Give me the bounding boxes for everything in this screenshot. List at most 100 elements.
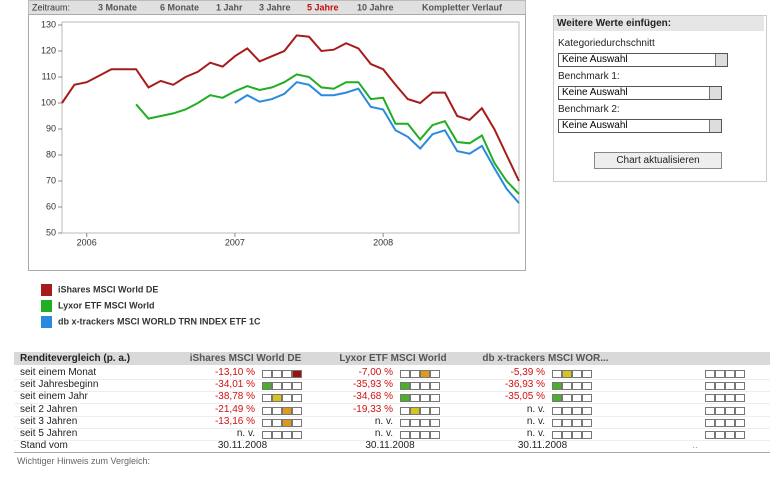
x-tick-label: 2006 — [77, 237, 97, 247]
rating-box — [420, 394, 430, 403]
y-tick-label: 70 — [46, 175, 56, 185]
rating-box — [420, 406, 430, 415]
rating-box — [430, 370, 440, 378]
rating-box — [562, 431, 572, 439]
rating-box — [410, 370, 420, 378]
cell-value: -13,10 % — [214, 367, 255, 378]
cell-value: n. v. — [374, 428, 393, 439]
field-label: Benchmark 1: — [558, 71, 620, 82]
rating-box — [725, 382, 735, 391]
cell-value: -5,39 % — [510, 367, 545, 378]
rating-box — [400, 370, 410, 378]
tab-label: Zeitraum: — [32, 2, 70, 12]
rating-box — [400, 431, 410, 439]
rating-box — [282, 406, 292, 415]
field-label: Benchmark 2: — [558, 104, 620, 115]
cell-value: n. v. — [374, 415, 393, 427]
select-arrow[interactable] — [709, 120, 721, 132]
series-line — [135, 73, 520, 195]
rating-box — [582, 382, 592, 391]
select-arrow[interactable] — [715, 54, 727, 66]
row-sep — [14, 403, 770, 405]
x-tick-label: 2007 — [225, 237, 245, 247]
rating-box — [735, 394, 745, 403]
row-sep — [14, 391, 770, 393]
tab[interactable]: Kompletter Verlauf — [422, 2, 503, 12]
rating-box — [572, 406, 582, 415]
rating-box — [725, 431, 735, 439]
rating-box — [725, 418, 735, 427]
rating-box — [582, 431, 592, 439]
select[interactable]: Keine Auswahl — [558, 86, 722, 100]
rating-box — [715, 418, 725, 427]
rating-box — [715, 431, 725, 439]
rating-box — [430, 418, 440, 427]
rating-box — [272, 382, 282, 391]
row-sep — [14, 427, 770, 429]
rating-box — [725, 406, 735, 415]
rating-box — [262, 431, 272, 439]
y-tick-label: 60 — [46, 201, 56, 211]
rating-box — [262, 406, 272, 415]
tab[interactable]: 5 Jahre — [307, 2, 339, 12]
y-tick-label: 130 — [41, 19, 56, 29]
rating-box — [552, 370, 562, 378]
tab[interactable]: 1 Jahr — [216, 2, 243, 12]
cell-value: n. v. — [526, 428, 545, 439]
rating-box — [272, 418, 282, 427]
field-label: Kategoriedurchschnitt — [558, 38, 655, 49]
rating-box — [562, 406, 572, 415]
table-header: Renditevergleich (p. a.) — [20, 353, 131, 364]
legend-swatch — [41, 284, 52, 296]
row-label: seit 3 Jahren — [20, 415, 78, 427]
row-sep — [14, 379, 770, 380]
rating-box — [562, 418, 572, 427]
cell-value: n. v. — [526, 415, 545, 427]
rating-box — [715, 394, 725, 403]
rating-box — [572, 431, 582, 439]
tab[interactable]: 10 Jahre — [357, 2, 394, 12]
chart: Zeitraum: 3 Monate 6 Monate 1 Jahr 3 Jahre 5 … — [28, 0, 526, 328]
tab[interactable]: 3 Jahre — [259, 2, 291, 12]
rating-box — [400, 406, 410, 415]
rating-box — [705, 418, 715, 427]
footer-cell: 30.11.2008 — [365, 440, 415, 452]
note: Wichtiger Hinweis zum Vergleich: — [17, 456, 151, 467]
cell-value: n. v. — [236, 428, 255, 439]
rating-box — [552, 431, 562, 439]
rating-box — [292, 382, 302, 391]
legend-label: Lyxor ETF MSCI World — [58, 300, 155, 310]
rating-box — [410, 431, 420, 439]
rating-box — [262, 394, 272, 403]
y-tick-label: 120 — [41, 45, 56, 55]
rating-box — [735, 418, 745, 427]
select[interactable]: Keine Auswahl — [558, 119, 722, 133]
rating-box — [705, 370, 715, 378]
rating-box — [735, 406, 745, 415]
select-arrow[interactable] — [709, 87, 721, 99]
rating-box — [430, 431, 440, 439]
rating-box — [400, 394, 410, 403]
rating-box — [582, 406, 592, 415]
footer-extra: .. — [692, 440, 698, 452]
row-label: seit einem Monat — [20, 367, 97, 378]
cell-value: -21,49 % — [214, 403, 255, 415]
cell-value: -38,78 % — [214, 391, 255, 403]
rating-box — [572, 370, 582, 378]
button[interactable]: Chart aktualisieren — [594, 152, 722, 169]
table-header: Lyxor ETF MSCI World — [339, 353, 447, 364]
rating-box — [410, 406, 420, 415]
rating-box — [292, 406, 302, 415]
y-tick-label: 90 — [46, 123, 56, 133]
select[interactable]: Keine Auswahl — [558, 53, 728, 67]
y-tick-label: 100 — [41, 97, 56, 107]
tab[interactable]: 6 Monate — [160, 2, 199, 12]
row-sep — [14, 440, 770, 441]
rating-box — [262, 418, 272, 427]
rating-box — [715, 382, 725, 391]
rating-box — [282, 431, 292, 439]
rating-box — [400, 382, 410, 391]
rating-box — [725, 394, 735, 403]
legend-swatch — [41, 300, 52, 312]
tab[interactable]: 3 Monate — [98, 2, 137, 12]
